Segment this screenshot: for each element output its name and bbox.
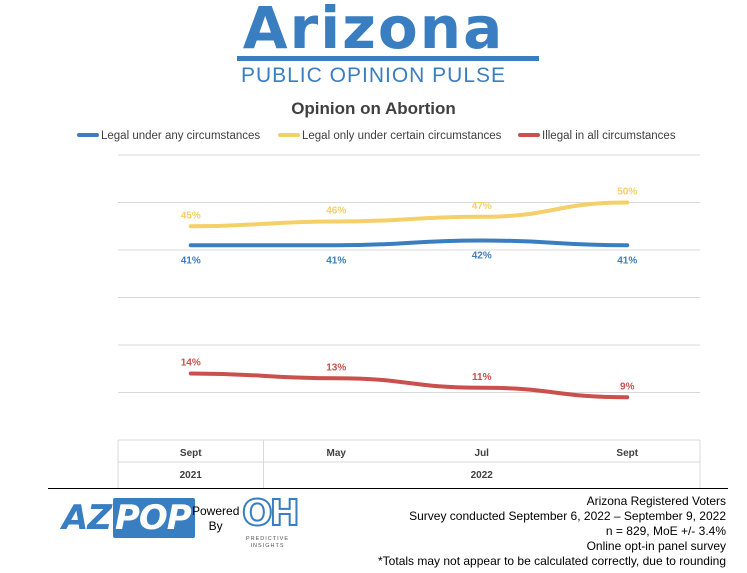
legend-label: Legal under any circumstances xyxy=(101,130,261,142)
x-group-label: 2022 xyxy=(471,470,494,481)
logo-divider xyxy=(237,56,539,61)
series-line xyxy=(188,371,630,400)
survey-note-line: n = 829, MoE +/- 3.4% xyxy=(605,524,726,538)
legend-item-illegal: Illegal in all circumstances xyxy=(518,130,676,142)
chart-title: Opinion on Abortion xyxy=(291,99,456,118)
data-label: 14% xyxy=(181,358,201,369)
azpop-logo: AZ POP xyxy=(62,498,195,538)
chart-legend: Legal under any circumstances Legal only… xyxy=(0,130,747,146)
data-label: 42% xyxy=(472,251,492,262)
series-line xyxy=(188,200,630,229)
data-label: 11% xyxy=(472,372,492,383)
legend-item-legal-certain: Legal only under certain circumstances xyxy=(278,130,501,142)
survey-note-line: *Totals may not appear to be calculated … xyxy=(378,554,726,568)
predictive-insights-label: PREDICTIVE INSIGHTS xyxy=(246,536,290,549)
x-tick-label: May xyxy=(327,448,347,459)
data-label: 47% xyxy=(472,201,492,212)
data-label: 45% xyxy=(181,210,201,221)
x-tick-label: Sept xyxy=(180,448,202,459)
data-label: 9% xyxy=(620,381,635,392)
legend-item-legal-any: Legal under any circumstances xyxy=(77,130,260,142)
azpop-logo-pop: POP xyxy=(112,498,195,538)
data-label: 50% xyxy=(617,187,637,198)
logo-title: Arizona xyxy=(242,0,505,62)
survey-note-line: Survey conducted September 6, 2022 – Sep… xyxy=(409,509,726,523)
survey-note-line: Online opt-in panel survey xyxy=(586,539,726,553)
legend-swatch xyxy=(278,132,300,137)
legend-label: Legal only under certain circumstances xyxy=(302,130,502,142)
oh-predictive-logo: OH xyxy=(241,492,301,535)
legend-swatch xyxy=(77,132,99,137)
data-label: 41% xyxy=(617,255,637,266)
logo-subtitle: PUBLIC OPINION PULSE xyxy=(240,64,507,87)
survey-notes: Arizona Registered Voters Survey conduct… xyxy=(378,494,726,569)
data-label: 41% xyxy=(181,255,201,266)
legend-swatch xyxy=(518,132,540,137)
powered-by-label: Powered By xyxy=(192,504,240,533)
x-tick-label: Sept xyxy=(616,448,638,459)
azpop-logo-az: AZ xyxy=(62,498,112,538)
legend-label: Illegal in all circumstances xyxy=(542,130,676,142)
series-line xyxy=(188,238,630,248)
data-label: 41% xyxy=(326,255,346,266)
footer-divider xyxy=(48,488,728,489)
survey-note-line: Arizona Registered Voters xyxy=(586,494,726,508)
x-group-label: 2021 xyxy=(180,470,203,481)
line-chart: Sept May Jul Sept 2021 2022 41% 41% 42% 41% 45% 46%… xyxy=(117,154,701,488)
data-label: 13% xyxy=(326,362,346,373)
data-label: 46% xyxy=(326,206,346,217)
x-tick-label: Jul xyxy=(475,448,490,459)
footer-logos: AZ POP Powered By OH PREDICTIVE INSIGHTS xyxy=(62,492,322,572)
